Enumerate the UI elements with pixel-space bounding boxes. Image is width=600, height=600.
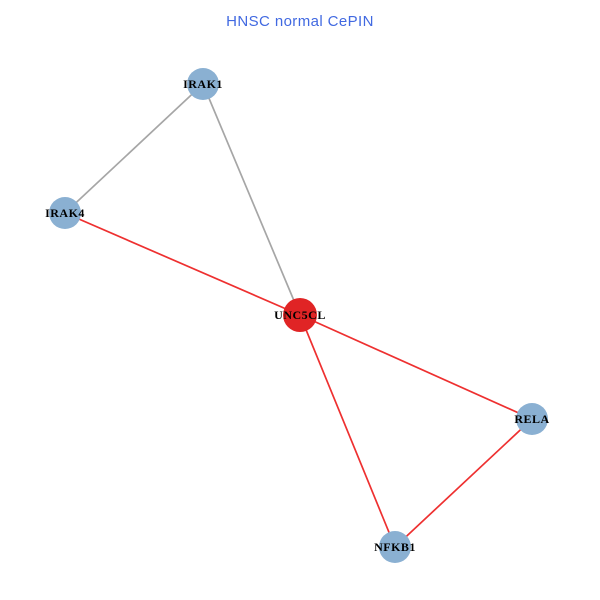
node-label-RELA: RELA bbox=[514, 412, 549, 426]
edge-IRAK1-IRAK4 bbox=[64, 83, 204, 214]
node-label-NFKB1: NFKB1 bbox=[374, 540, 416, 554]
plot-title: HNSC normal CePIN bbox=[226, 13, 374, 30]
node-UNC5CL bbox=[283, 298, 317, 332]
node-NFKB1 bbox=[379, 531, 411, 563]
edge-UNC5CL-RELA bbox=[299, 314, 533, 420]
node-IRAK1 bbox=[187, 68, 219, 100]
node-label-IRAK4: IRAK4 bbox=[45, 206, 85, 220]
edge-UNC5CL-NFKB1 bbox=[299, 314, 396, 548]
node-IRAK4 bbox=[49, 197, 81, 229]
edge-IRAK4-UNC5CL bbox=[64, 212, 301, 316]
node-RELA bbox=[516, 403, 548, 435]
edge-IRAK1-UNC5CL bbox=[202, 83, 301, 316]
node-label-IRAK1: IRAK1 bbox=[183, 77, 223, 91]
node-label-UNC5CL: UNC5CL bbox=[274, 308, 326, 322]
edge-NFKB1-RELA bbox=[394, 418, 533, 548]
